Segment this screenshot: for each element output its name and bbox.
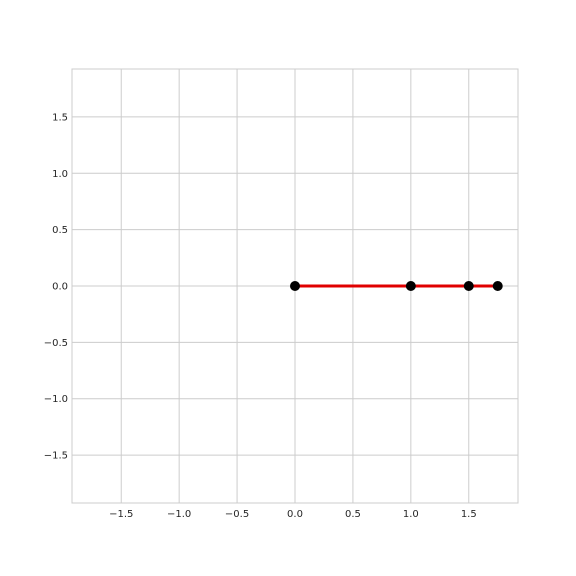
y-tick-label: −1.0: [44, 394, 68, 405]
data-point: [463, 281, 474, 291]
x-tick-label: −1.5: [109, 509, 133, 520]
y-tick-label: 0.5: [52, 225, 68, 236]
x-tick-label: −1.0: [167, 509, 191, 520]
tick-labels: −1.5 −1.0 −0.5 0.0 0.5 1.0 1.5 −1.5 −1.0 −0.5 0.0 0…: [44, 112, 477, 520]
plot-frame: [71, 68, 519, 504]
data-point: [405, 281, 416, 291]
y-tick-label: 0.0: [52, 282, 68, 293]
x-tick-label: 0.0: [287, 509, 303, 520]
x-tick-label: −0.5: [225, 509, 249, 520]
x-tick-label: 1.0: [403, 509, 419, 520]
y-tick-label: −1.5: [44, 451, 68, 462]
x-tick-label: 0.5: [345, 509, 361, 520]
y-tick-label: 1.5: [52, 112, 68, 123]
series-layer: [290, 281, 503, 291]
x-tick-label: 1.5: [461, 509, 477, 520]
y-tick-label: −0.5: [44, 338, 68, 349]
data-point: [492, 281, 503, 291]
y-tick-label: 1.0: [52, 169, 68, 180]
data-point: [290, 281, 300, 291]
